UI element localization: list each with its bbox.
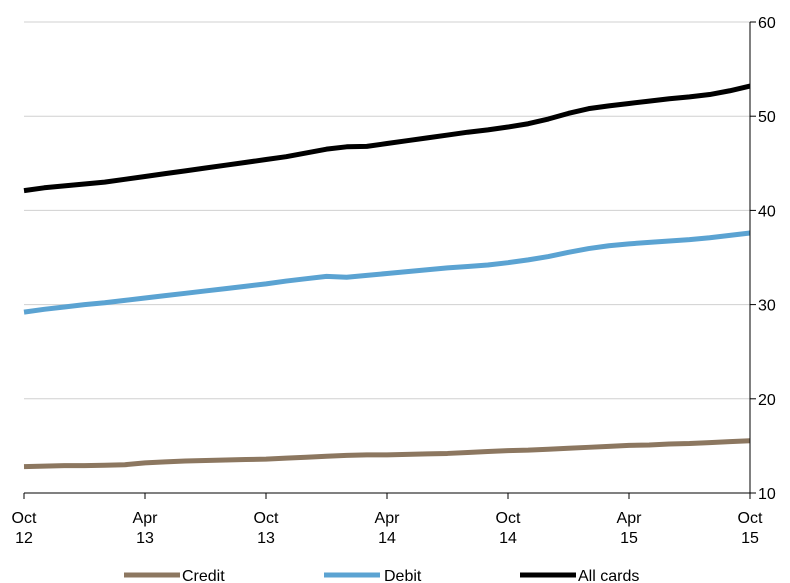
x-tick-label-month: Oct: [496, 510, 521, 527]
legend-label-credit: Credit: [182, 568, 225, 583]
x-tick-label-year: 15: [741, 530, 759, 547]
x-tick-label-month: Apr: [375, 510, 401, 527]
series-line-all-cards: [23, 83, 751, 194]
gridlines: [24, 21, 750, 400]
series-line-credit: [23, 438, 751, 470]
x-tick-label-month: Apr: [133, 510, 159, 527]
x-tick-label-month: Apr: [617, 510, 643, 527]
y-tick-label: 20: [758, 392, 776, 409]
legend-label-debit: Debit: [384, 568, 422, 583]
x-tick-label-month: Oct: [738, 510, 763, 527]
y-tick-label: 60: [758, 15, 776, 32]
x-tick-label-year: 13: [136, 530, 154, 547]
x-tick-label-year: 13: [257, 530, 275, 547]
x-axis-ticks: Oct 12 Apr 13 Oct 13 Apr 14 Oct 14 Apr 15 Oct 15: [12, 493, 763, 547]
x-tick-label-year: 14: [499, 530, 517, 547]
x-tick-label-month: Oct: [254, 510, 279, 527]
x-tick-label-year: 12: [15, 530, 33, 547]
legend-label-all-cards: All cards: [578, 568, 639, 583]
y-tick-label: 50: [758, 109, 776, 126]
y-tick-label: 30: [758, 298, 776, 315]
x-tick-label-year: 14: [378, 530, 396, 547]
legend: Credit Debit All cards: [124, 568, 639, 583]
x-tick-label-year: 15: [620, 530, 638, 547]
series-lines: [23, 83, 751, 470]
y-tick-label: 40: [758, 203, 776, 220]
x-tick-label-month: Oct: [12, 510, 37, 527]
series-line-debit: [23, 230, 751, 315]
y-tick-label: 10: [758, 486, 776, 503]
y-axis-ticks: 10 20 30 40 50 60: [750, 15, 776, 503]
